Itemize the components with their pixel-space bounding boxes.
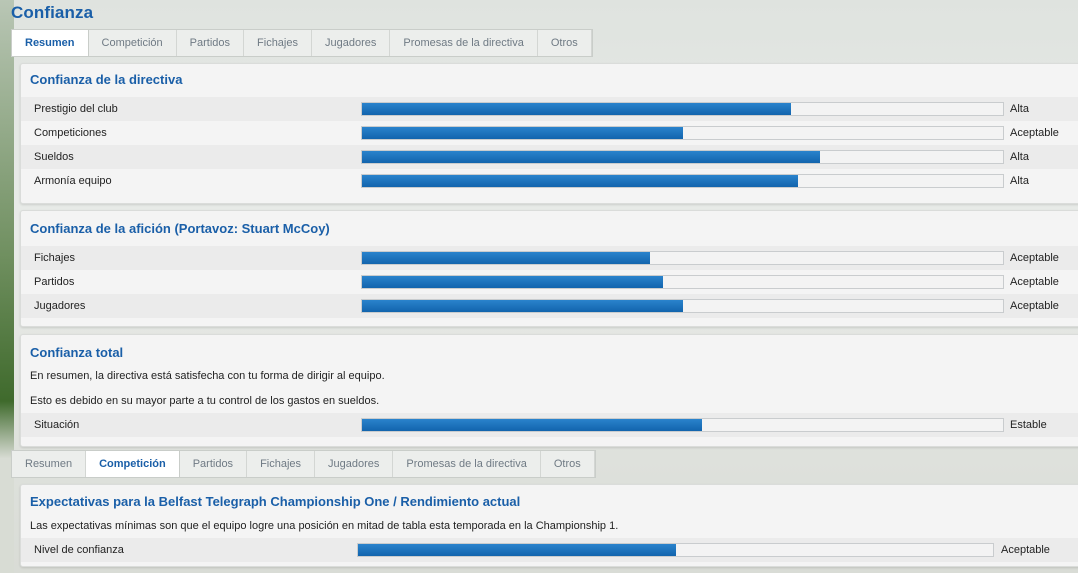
confidence-bar bbox=[357, 543, 994, 557]
tab-promesas-directiva[interactable]: Promesas de la directiva bbox=[390, 30, 538, 56]
confidence-bar-fill bbox=[362, 103, 792, 115]
confidence-bar-fill bbox=[362, 252, 651, 264]
overall-confidence-title: Confianza total bbox=[30, 345, 124, 360]
row-value: Aceptable bbox=[1001, 544, 1050, 556]
row-value: Aceptable bbox=[1010, 276, 1059, 288]
competition-expectations-title: Expectativas para la Belfast Telegraph C… bbox=[30, 494, 521, 509]
confidence-bar bbox=[361, 102, 1004, 116]
row-label: Jugadores bbox=[34, 300, 86, 312]
confidence-bar-fill bbox=[358, 544, 676, 556]
fans-confidence-panel: Confianza de la afición (Portavoz: Stuar… bbox=[20, 210, 1078, 327]
page-title: Confianza bbox=[11, 3, 94, 22]
tab-partidos[interactable]: Partidos bbox=[180, 451, 248, 477]
row-value: Aceptable bbox=[1010, 127, 1059, 139]
confidence-bar-fill bbox=[362, 276, 664, 288]
row-label: Competiciones bbox=[34, 127, 107, 139]
confidence-bar bbox=[361, 126, 1004, 140]
tab-otros[interactable]: Otros bbox=[541, 451, 595, 477]
tab-bar-bottom: Resumen Competición Partidos Fichajes Ju… bbox=[11, 450, 596, 478]
tab-otros[interactable]: Otros bbox=[538, 30, 592, 56]
confidence-bar bbox=[361, 150, 1004, 164]
overall-row: Situación Estable bbox=[21, 413, 1078, 437]
row-value: Aceptable bbox=[1010, 252, 1059, 264]
row-value: Alta bbox=[1010, 151, 1029, 163]
tab-resumen[interactable]: Resumen bbox=[12, 30, 89, 56]
board-row: Armonía equipo Alta bbox=[21, 169, 1078, 193]
tab-jugadores[interactable]: Jugadores bbox=[315, 451, 394, 477]
board-row: Competiciones Aceptable bbox=[21, 121, 1078, 145]
row-value: Alta bbox=[1010, 103, 1029, 115]
row-value: Aceptable bbox=[1010, 300, 1059, 312]
tab-jugadores[interactable]: Jugadores bbox=[312, 30, 391, 56]
confidence-bar bbox=[361, 299, 1004, 313]
fans-row: Partidos Aceptable bbox=[21, 270, 1078, 294]
board-confidence-title: Confianza de la directiva bbox=[30, 72, 183, 87]
tab-promesas-directiva[interactable]: Promesas de la directiva bbox=[393, 451, 541, 477]
row-label: Partidos bbox=[34, 276, 75, 288]
tab-competicion[interactable]: Competición bbox=[86, 451, 180, 477]
board-row: Prestigio del club Alta bbox=[21, 97, 1078, 121]
board-row: Sueldos Alta bbox=[21, 145, 1078, 169]
board-confidence-panel: Confianza de la directiva Prestigio del … bbox=[20, 63, 1078, 204]
tab-resumen[interactable]: Resumen bbox=[12, 451, 87, 477]
fans-row: Fichajes Aceptable bbox=[21, 246, 1078, 270]
competition-expectations-panel: Expectativas para la Belfast Telegraph C… bbox=[20, 484, 1078, 567]
row-label: Fichajes bbox=[34, 252, 75, 264]
competition-expectations-text: Las expectativas mínimas son que el equi… bbox=[30, 520, 619, 532]
row-label: Armonía equipo bbox=[34, 175, 112, 187]
tab-competicion[interactable]: Competición bbox=[89, 30, 177, 56]
row-label: Prestigio del club bbox=[34, 103, 118, 115]
confidence-bar bbox=[361, 251, 1004, 265]
tab-partidos[interactable]: Partidos bbox=[177, 30, 245, 56]
row-label: Situación bbox=[34, 419, 80, 431]
overall-confidence-panel: Confianza total En resumen, la directiva… bbox=[20, 334, 1078, 447]
confidence-bar bbox=[361, 174, 1004, 188]
confidence-bar-fill bbox=[362, 175, 798, 187]
fans-confidence-title: Confianza de la afición (Portavoz: Stuar… bbox=[30, 221, 330, 236]
overall-reason-text: Esto es debido en su mayor parte a tu co… bbox=[30, 395, 380, 407]
overall-summary-text: En resumen, la directiva está satisfecha… bbox=[30, 370, 385, 382]
confidence-bar bbox=[361, 418, 1004, 432]
row-value: Alta bbox=[1010, 175, 1029, 187]
confidence-bar-fill bbox=[362, 419, 702, 431]
confidence-bar-fill bbox=[362, 127, 683, 139]
tab-bar-top: Resumen Competición Partidos Fichajes Ju… bbox=[11, 29, 593, 57]
confidence-bar-fill bbox=[362, 151, 821, 163]
row-label: Nivel de confianza bbox=[34, 544, 124, 556]
row-label: Sueldos bbox=[34, 151, 74, 163]
confidence-bar-fill bbox=[362, 300, 683, 312]
confidence-bar bbox=[361, 275, 1004, 289]
fans-row: Jugadores Aceptable bbox=[21, 294, 1078, 318]
tab-fichajes[interactable]: Fichajes bbox=[247, 451, 316, 477]
tab-fichajes[interactable]: Fichajes bbox=[244, 30, 312, 56]
row-value: Estable bbox=[1010, 419, 1047, 431]
competition-row: Nivel de confianza Aceptable bbox=[21, 538, 1078, 562]
background-stadium-strip bbox=[0, 0, 14, 573]
